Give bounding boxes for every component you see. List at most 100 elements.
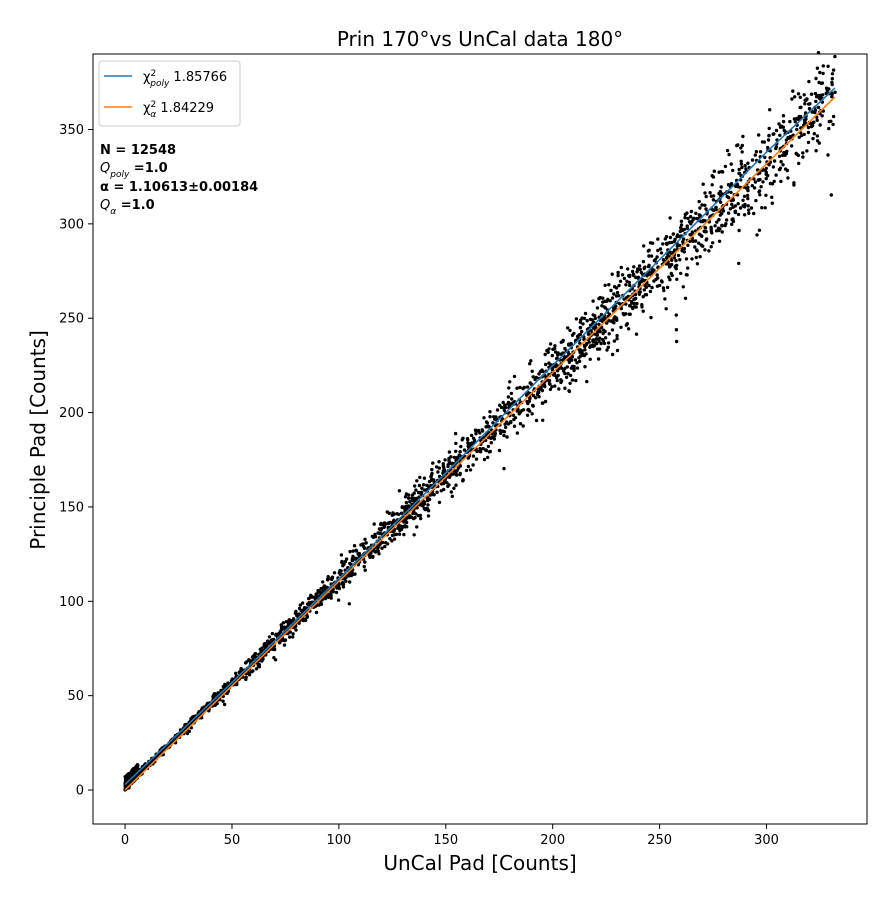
scatter-point bbox=[474, 457, 479, 461]
scatter-point bbox=[556, 351, 560, 355]
scatter-point bbox=[414, 488, 418, 492]
scatter-point bbox=[735, 143, 739, 148]
scatter-point bbox=[677, 234, 681, 239]
scatter-point bbox=[753, 180, 758, 184]
scatter-point bbox=[461, 478, 465, 483]
scatter-point bbox=[294, 628, 298, 632]
scatter-point bbox=[766, 138, 771, 142]
scatter-point bbox=[757, 190, 761, 194]
scatter-point bbox=[377, 527, 382, 531]
scatter-point bbox=[791, 89, 795, 93]
scatter-point bbox=[697, 232, 702, 236]
scatter-point bbox=[410, 496, 414, 500]
scatter-point bbox=[474, 432, 478, 436]
scatter-point bbox=[742, 213, 747, 217]
scatter-point bbox=[695, 262, 700, 266]
scatter-point bbox=[553, 346, 557, 351]
scatter-point bbox=[730, 222, 734, 226]
scatter-point bbox=[489, 441, 493, 445]
scatter-point bbox=[410, 493, 415, 497]
scatter-point bbox=[809, 92, 814, 96]
scatter-point bbox=[741, 134, 745, 139]
scatter-point bbox=[781, 114, 786, 118]
scatter-point bbox=[506, 395, 511, 399]
scatter-point bbox=[807, 79, 811, 84]
scatter-point bbox=[482, 416, 486, 420]
scatter-point bbox=[709, 225, 713, 229]
scatter-point bbox=[720, 211, 724, 216]
scatter-point bbox=[705, 237, 709, 241]
scatter-point bbox=[323, 596, 328, 601]
scatter-point bbox=[816, 105, 821, 110]
scatter-point bbox=[265, 642, 270, 646]
scatter-point bbox=[821, 64, 825, 68]
scatter-point bbox=[707, 249, 711, 253]
scatter-point bbox=[326, 595, 330, 599]
scatter-point bbox=[796, 117, 800, 122]
scatter-point bbox=[352, 544, 357, 548]
scatter-point bbox=[739, 159, 743, 163]
scatter-point bbox=[642, 278, 646, 283]
scatter-point bbox=[486, 444, 491, 449]
scatter-point bbox=[649, 254, 654, 258]
scatter-point bbox=[641, 295, 645, 299]
scatter-point bbox=[534, 396, 538, 400]
scatter-point bbox=[525, 413, 530, 417]
scatter-point bbox=[135, 763, 139, 768]
scatter-point bbox=[432, 493, 436, 497]
scatter-point bbox=[582, 316, 587, 321]
scatter-point bbox=[559, 352, 563, 356]
scatter-point bbox=[455, 468, 459, 473]
scatter-point bbox=[595, 333, 599, 337]
x-tick-label: 250 bbox=[647, 833, 672, 848]
scatter-point bbox=[817, 141, 821, 145]
scatter-point bbox=[774, 145, 778, 149]
scatter-point bbox=[517, 412, 521, 416]
scatter-point bbox=[535, 392, 540, 397]
scatter-point bbox=[454, 441, 458, 446]
scatter-point bbox=[674, 339, 679, 344]
scatter-point bbox=[404, 517, 408, 521]
scatter-point bbox=[541, 418, 545, 422]
scatter-point bbox=[550, 385, 554, 389]
scatter-point bbox=[786, 176, 790, 180]
scatter-point bbox=[656, 237, 660, 241]
scatter-point bbox=[830, 82, 834, 87]
scatter-point bbox=[659, 251, 664, 255]
scatter-point bbox=[714, 206, 718, 210]
scatter-point bbox=[392, 537, 397, 541]
scatter-point bbox=[373, 532, 377, 537]
scatter-point bbox=[759, 185, 763, 189]
scatter-point bbox=[602, 341, 607, 346]
scatter-point bbox=[709, 194, 714, 198]
scatter-point bbox=[740, 143, 744, 148]
scatter-point bbox=[516, 407, 520, 412]
scatter-point bbox=[314, 596, 318, 600]
scatter-point bbox=[513, 416, 518, 420]
scatter-point bbox=[421, 483, 426, 487]
scatter-point bbox=[321, 580, 325, 584]
scatter-point bbox=[326, 575, 330, 579]
scatter-point bbox=[730, 217, 734, 222]
scatter-point bbox=[382, 525, 386, 529]
scatter-point bbox=[672, 248, 677, 252]
scatter-point bbox=[668, 250, 672, 254]
scatter-point bbox=[525, 385, 530, 389]
scatter-point bbox=[821, 93, 825, 97]
scatter-point bbox=[472, 438, 477, 442]
scatter-point bbox=[357, 551, 361, 556]
scatter-point bbox=[515, 431, 520, 435]
scatter-point bbox=[595, 330, 600, 334]
scatter-point bbox=[454, 483, 458, 487]
scatter-point bbox=[728, 207, 733, 211]
scatter-point bbox=[697, 199, 701, 204]
scatter-point bbox=[415, 525, 419, 529]
scatter-point bbox=[642, 288, 646, 292]
scatter-point bbox=[413, 484, 417, 488]
scatter-point bbox=[664, 307, 668, 311]
scatter-point bbox=[667, 275, 671, 279]
scatter-point bbox=[795, 127, 799, 132]
scatter-point bbox=[811, 136, 815, 141]
scatter-point bbox=[574, 378, 578, 383]
annotation-qpoly: Qpoly =1.0 bbox=[100, 161, 168, 180]
